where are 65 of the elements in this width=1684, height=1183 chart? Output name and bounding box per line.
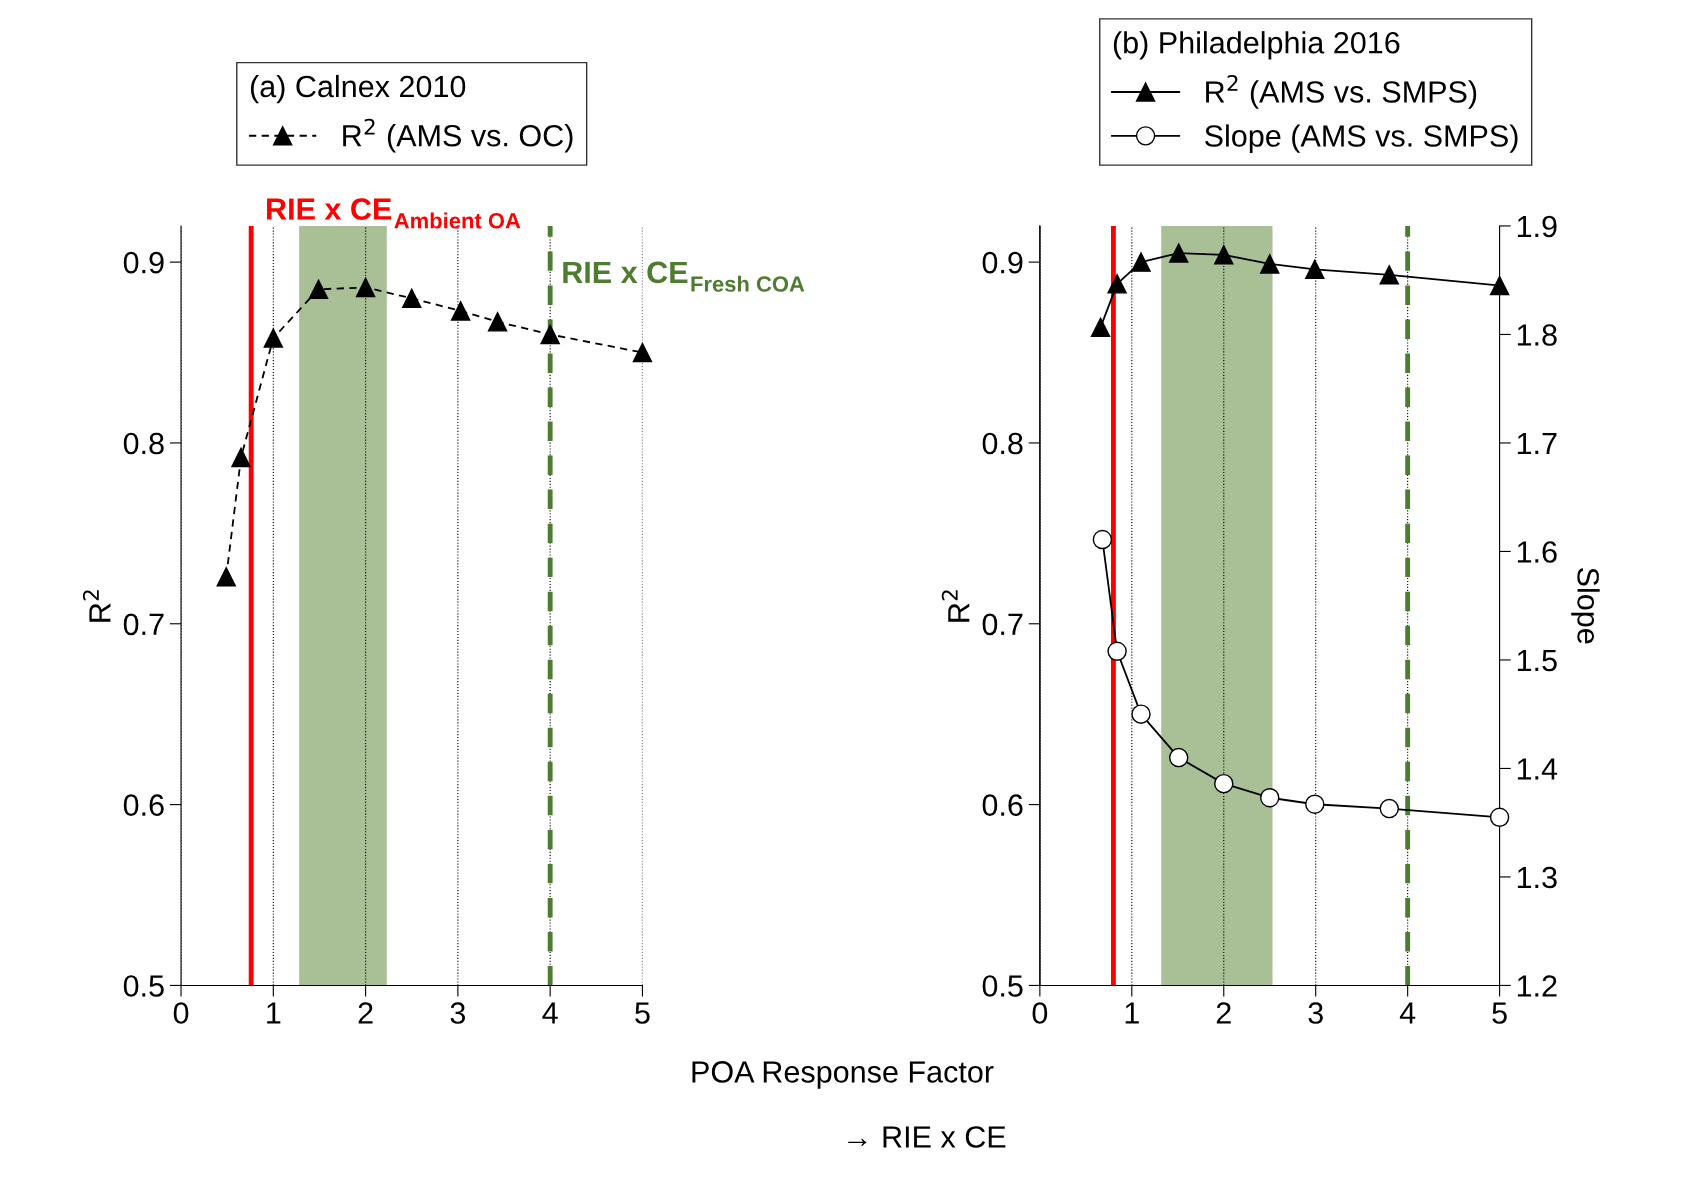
y-tick-label: 0.7 [123, 613, 164, 636]
legend-label: R$^{2}$ (AMS vs. SMPS) [1206, 74, 1477, 109]
y-tick-label: 0.6 [982, 794, 1023, 816]
point [1107, 274, 1127, 294]
point [487, 312, 508, 332]
point [450, 301, 471, 321]
legend-label: Slope (AMS vs. SMPS) [1205, 124, 1518, 153]
y-axis-title: R$^{2}$ [941, 590, 970, 622]
y-tick-label: 0.5 [123, 975, 164, 997]
x-tick-label: 2 [358, 1002, 373, 1024]
x-tick-label: 4 [1399, 1002, 1416, 1024]
y-axis-title: R$^{2}$ [82, 590, 111, 622]
point [216, 567, 236, 587]
y2-tick-label: 1.4 [1517, 758, 1558, 780]
point [1305, 259, 1325, 280]
point [1489, 807, 1510, 827]
point [1260, 788, 1280, 808]
point [1168, 243, 1189, 263]
x-tick-label: 0 [1032, 1002, 1048, 1024]
y-tick-label: 0.8 [123, 432, 164, 455]
point [1214, 773, 1234, 794]
text: → RIE x CE [848, 1126, 1006, 1148]
point [231, 447, 251, 468]
legend-title: (a) Calnex 2010 [250, 74, 466, 104]
point [1131, 252, 1151, 272]
y2-tick-label: 1.7 [1517, 433, 1557, 455]
y-tick-label: 0.9 [123, 251, 164, 274]
x-tick-label: 1 [1125, 1002, 1139, 1024]
point [632, 342, 653, 363]
point [1090, 317, 1111, 337]
x-tick-label: 3 [1308, 1002, 1323, 1024]
legend-label: R$^{2}$ (AMS vs. OC) [343, 118, 573, 153]
point [540, 324, 560, 345]
y-tick-label: 0.5 [982, 975, 1023, 997]
y2-tick-label: 1.9 [1517, 215, 1557, 238]
x-tick-label: 2 [1216, 1002, 1231, 1024]
legend-title: (b) Philadelphia 2016 [1113, 31, 1400, 60]
x-tick-label: 0 [173, 1002, 189, 1024]
y2-axis-title: Slope [1571, 568, 1600, 644]
point [402, 288, 422, 309]
point [1260, 254, 1280, 274]
point [1379, 265, 1399, 285]
x-tick-label: 3 [450, 1002, 466, 1024]
y-tick-label: 0.7 [982, 613, 1023, 636]
point [355, 277, 376, 298]
y-tick-label: 0.9 [982, 251, 1023, 274]
point [1214, 245, 1234, 265]
point [1107, 641, 1127, 661]
x-tick-label: 4 [542, 1002, 558, 1024]
y2-tick-label: 1.8 [1517, 324, 1557, 346]
x-axis-title: POA Response Factor [692, 1061, 994, 1089]
y2-tick-label: 1.5 [1517, 650, 1557, 672]
point [308, 279, 329, 299]
point [1168, 747, 1189, 768]
x-tick-label: 5 [1492, 1002, 1507, 1024]
point [1379, 798, 1399, 819]
point [1305, 794, 1325, 814]
y2-tick-label: 1.6 [1517, 541, 1557, 563]
x-tick-label: 1 [267, 1002, 281, 1024]
y-tick-label: 0.6 [123, 794, 164, 816]
y-tick-label: 0.8 [982, 432, 1023, 455]
point [263, 328, 284, 348]
y2-tick-label: 1.3 [1517, 866, 1557, 889]
x-tick-label: 5 [635, 1002, 650, 1024]
y2-tick-label: 1.2 [1517, 975, 1557, 997]
